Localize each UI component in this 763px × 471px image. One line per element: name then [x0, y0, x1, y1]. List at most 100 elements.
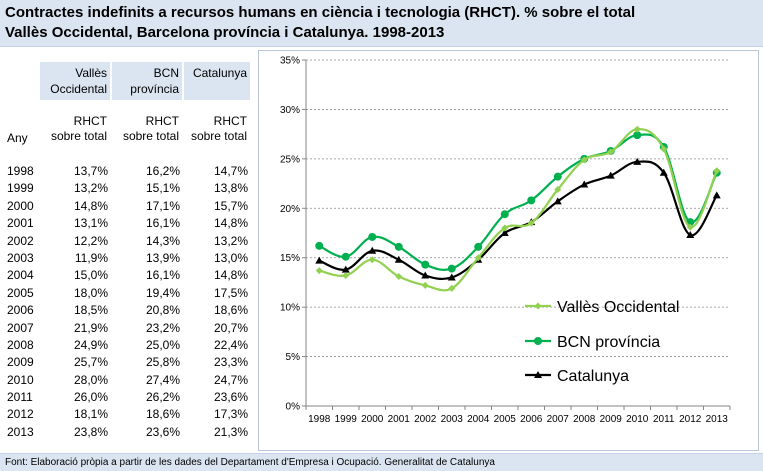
table-row: 1999 13,2% 15,1% 13,8% — [0, 181, 252, 198]
data-point — [553, 197, 562, 205]
chart-panel: 0% 5% 10% 15% 20% 25% 30% 35% 1998 1999 2000 2001 20… — [258, 50, 759, 451]
data-point — [580, 180, 589, 188]
cell-catalunya: 13,8% — [213, 181, 248, 196]
cell-bcn: 16,1% — [145, 216, 180, 231]
data-point — [713, 167, 721, 175]
data-point — [447, 273, 456, 281]
table-row: 2007 21,9% 23,2% 20,7% — [0, 321, 252, 338]
series-line — [318, 128, 718, 292]
subheader-line: sobre total — [190, 129, 247, 143]
column-header-line: província — [130, 82, 179, 96]
cell-catalunya: 14,8% — [213, 216, 248, 231]
cell-bcn: 26,2% — [145, 390, 180, 405]
y-tick-label: 0% — [286, 402, 301, 413]
data-point — [686, 230, 695, 238]
row-year: 2005 — [7, 285, 34, 300]
y-tick-label: 25% — [280, 154, 300, 165]
row-year: 2013 — [7, 424, 34, 439]
cell-valles: 13,2% — [73, 181, 108, 196]
data-point — [394, 255, 403, 263]
table-row: 2000 14,8% 17,1% 15,7% — [0, 199, 252, 216]
y-tick-label: 10% — [280, 303, 300, 314]
cell-catalunya: 24,7% — [213, 372, 248, 387]
subheader-line: RHCT — [73, 114, 107, 128]
data-point — [633, 125, 641, 133]
table-row: 2003 11,9% 13,9% 13,0% — [0, 251, 252, 268]
row-year: 2009 — [7, 355, 34, 370]
data-point — [474, 242, 483, 251]
x-tick-label: 2004 — [467, 414, 490, 425]
cell-valles: 18,1% — [73, 407, 108, 422]
legend-marker — [534, 337, 542, 345]
column-subheader: RHCT sobre total — [40, 114, 110, 144]
table-row: 2005 18,0% 19,4% 17,5% — [0, 286, 252, 303]
column-subheader: RHCT sobre total — [112, 114, 182, 144]
cell-bcn: 13,9% — [145, 250, 180, 265]
series-line — [318, 133, 718, 271]
cell-catalunya: 20,7% — [213, 320, 248, 335]
legend-label: BCN província — [557, 334, 660, 351]
cell-bcn: 25,0% — [145, 337, 180, 352]
source-note: Font: Elaboració pròpia a partir de les … — [0, 453, 763, 471]
cell-valles: 18,5% — [73, 303, 108, 318]
cell-catalunya: 17,5% — [213, 285, 248, 300]
x-tick-label: 2011 — [653, 414, 675, 425]
line-chart: 0%5%10%15%20%25%30%35%1998 1999 2000 2001 20… — [280, 56, 731, 425]
row-year: 1998 — [7, 164, 34, 178]
row-year: 1999 — [7, 181, 34, 196]
data-point — [607, 148, 615, 156]
column-header-line: BCN — [153, 66, 179, 80]
data-point — [553, 172, 562, 181]
x-tick-label: 2008 — [573, 414, 596, 425]
column-header-bcn: BCN província — [112, 62, 182, 100]
data-point — [500, 229, 509, 236]
row-year: 2007 — [7, 320, 34, 335]
page-subtitle: Vallès Occidental, Barcelona província i… — [5, 24, 445, 41]
row-year: 2000 — [7, 198, 34, 213]
cell-valles: 12,2% — [73, 233, 108, 248]
table-row: 2009 25,7% 25,8% 23,3% — [0, 355, 252, 372]
data-point — [527, 219, 535, 227]
data-point — [394, 242, 403, 251]
data-point — [341, 265, 350, 273]
cell-catalunya: 15,7% — [213, 198, 248, 213]
legend-marker — [534, 302, 542, 310]
data-point — [606, 171, 615, 179]
row-year: 2008 — [7, 337, 34, 352]
x-tick-label: 2000 — [361, 414, 384, 425]
cell-bcn: 20,8% — [145, 303, 180, 318]
data-point — [395, 272, 403, 280]
row-year: 2011 — [7, 390, 33, 405]
cell-valles: 15,0% — [73, 268, 108, 283]
table-row: 2012 18,1% 18,6% 17,3% — [0, 407, 252, 424]
cell-bcn: 19,4% — [145, 285, 180, 300]
column-header-valles: Vallès Occidental — [40, 62, 110, 100]
data-point — [474, 254, 482, 262]
data-point — [315, 267, 323, 275]
x-tick-label: 2013 — [706, 414, 729, 425]
data-point — [580, 156, 588, 164]
cell-bcn: 16,2% — [145, 164, 180, 178]
legend-marker — [534, 371, 542, 378]
table-row: 2002 12,2% 14,3% 13,2% — [0, 234, 252, 251]
cell-bcn: 17,1% — [145, 198, 180, 213]
data-point — [368, 246, 377, 254]
column-header-line: Catalunya — [192, 66, 247, 80]
data-point — [421, 260, 430, 269]
cell-bcn: 15,1% — [145, 181, 180, 196]
cell-valles: 21,9% — [73, 320, 108, 335]
x-tick-label: 2006 — [520, 414, 543, 425]
data-point — [368, 232, 377, 241]
data-point — [341, 252, 350, 261]
data-point — [315, 256, 324, 264]
row-year: 2001 — [7, 216, 34, 231]
y-tick-label: 35% — [280, 56, 300, 67]
data-point — [633, 157, 642, 165]
cell-catalunya: 17,3% — [213, 407, 248, 422]
data-point — [659, 168, 668, 176]
cell-valles: 24,9% — [73, 337, 108, 352]
cell-bcn: 16,1% — [145, 268, 180, 283]
column-header-catalunya: Catalunya — [184, 62, 250, 100]
cell-valles: 13,7% — [73, 164, 108, 178]
cell-valles: 18,0% — [73, 285, 108, 300]
